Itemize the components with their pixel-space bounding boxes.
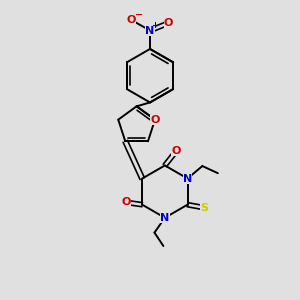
Text: O: O <box>150 115 160 125</box>
Text: N: N <box>183 173 192 184</box>
Text: O: O <box>121 197 130 207</box>
Text: N: N <box>146 26 154 35</box>
Text: S: S <box>200 203 208 213</box>
Text: O: O <box>172 146 181 156</box>
Text: O: O <box>164 18 173 28</box>
Text: N: N <box>160 213 170 223</box>
Text: −: − <box>135 10 143 20</box>
Text: +: + <box>152 21 159 30</box>
Text: O: O <box>127 15 136 25</box>
